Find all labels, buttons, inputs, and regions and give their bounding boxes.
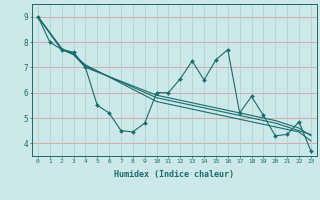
- X-axis label: Humidex (Indice chaleur): Humidex (Indice chaleur): [115, 170, 234, 179]
